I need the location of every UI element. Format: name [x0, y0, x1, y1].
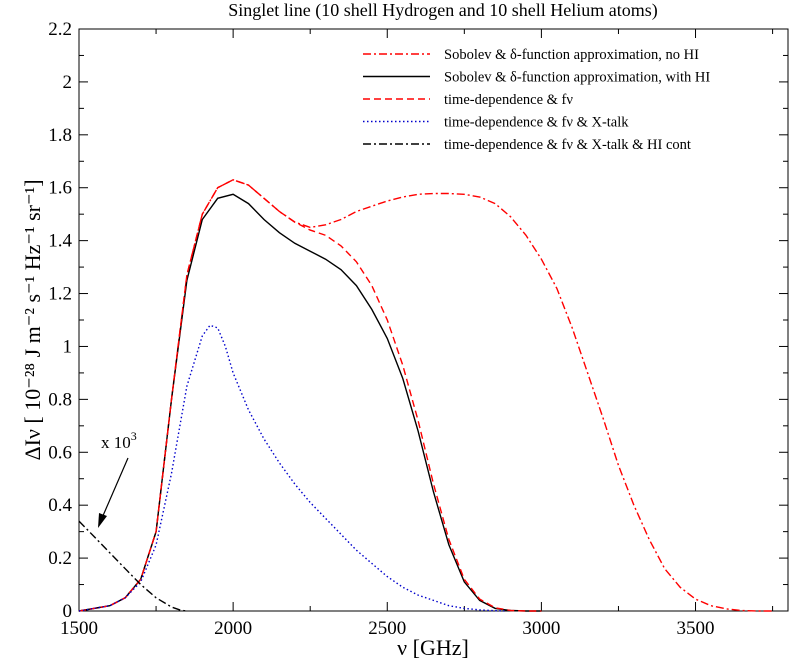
x-tick-label: 1500 [60, 618, 98, 639]
plot-frame [78, 28, 789, 612]
legend-label-3: time-dependence & fν [444, 92, 573, 108]
annotation: x 103 [98, 429, 137, 528]
x-axis-title: ν [GHz] [397, 635, 469, 660]
legend-label-5: time-dependence & fν & X-talk & HI cont [444, 137, 691, 153]
annotation-text: x 103 [101, 429, 137, 452]
y-tick-label: 0.2 [48, 548, 72, 569]
y-tick-label: 0.4 [48, 495, 72, 516]
legend-label-1: Sobolev & δ-function approximation, no H… [444, 47, 699, 63]
y-axis-title-text: ΔIν [ 10⁻²⁸ J m⁻² s⁻¹ Hz⁻¹ sr⁻¹] [20, 179, 45, 460]
legend-label-4: time-dependence & fν & X-talk [444, 115, 629, 131]
annotation-arrow [101, 457, 129, 519]
y-tick-label: 1 [63, 336, 73, 357]
legend-label-2: Sobolev & δ-function approximation, with… [444, 70, 710, 86]
series-line-1 [78, 179, 773, 612]
x-axis: 1500 2000 2500 3000 3500 [60, 29, 774, 639]
y-tick-label: 0 [63, 601, 73, 622]
y-tick-label: 1.8 [48, 125, 72, 146]
y-axis: 0 0.2 0.4 0.6 0.8 1 1.2 1.4 1.6 1.8 2 2.2 [48, 19, 788, 622]
y-tick-label: 2 [63, 72, 73, 93]
x-axis-title-text: ν [GHz] [397, 635, 469, 660]
x-tick-label: 3000 [522, 618, 560, 639]
x-tick-label: 3500 [677, 618, 715, 639]
y-tick-label: 1.2 [48, 284, 72, 305]
series-line-2 [78, 193, 542, 612]
chart-title: Singlet line (10 shell Hydrogen and 10 s… [228, 0, 657, 21]
series-line-5 [78, 520, 187, 612]
y-tick-label: 0.8 [48, 389, 72, 410]
x-tick-label: 2500 [368, 618, 406, 639]
legend: Sobolev & δ-function approximation, no H… [363, 47, 710, 153]
series-line-3 [78, 179, 542, 612]
annotation-arrowhead [98, 513, 107, 528]
y-axis-title: ΔIν [ 10⁻²⁸ J m⁻² s⁻¹ Hz⁻¹ sr⁻¹] [20, 179, 45, 460]
y-tick-label: 1.6 [48, 178, 72, 199]
series-group [78, 179, 773, 612]
series-line-4 [78, 324, 505, 612]
y-tick-label: 2.2 [48, 19, 72, 40]
x-tick-label: 2000 [214, 618, 252, 639]
y-tick-label: 0.6 [48, 442, 72, 463]
y-tick-label: 1.4 [48, 231, 72, 252]
